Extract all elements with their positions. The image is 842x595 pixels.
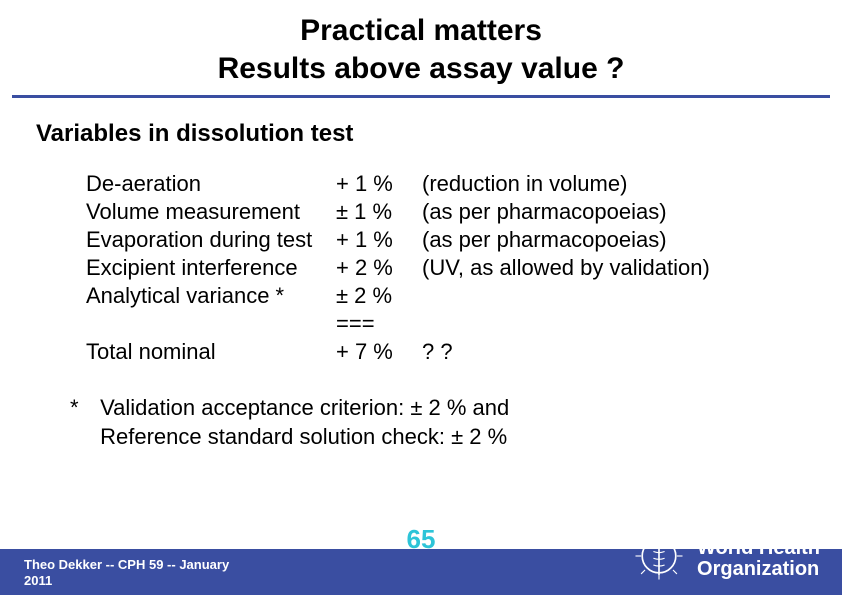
cell-note: ? ?	[422, 338, 782, 366]
title-line-2: Results above assay value ?	[0, 50, 842, 88]
title-underline	[12, 95, 830, 98]
cell-value: ===	[336, 310, 422, 338]
cell-variable: Total nominal	[86, 338, 336, 366]
cell-value: + 1 %	[336, 170, 422, 198]
variables-table: De-aeration + 1 % (reduction in volume) …	[86, 170, 842, 366]
table-row: Analytical variance * ± 2 %	[86, 282, 782, 310]
who-logo: World Health Organization	[631, 528, 820, 589]
title-block: Practical matters Results above assay va…	[0, 0, 842, 98]
cell-value: + 1 %	[336, 226, 422, 254]
footer-credit-line-1: Theo Dekker -- CPH 59 -- January	[24, 557, 229, 572]
cell-variable: De-aeration	[86, 170, 336, 198]
table-row: Volume measurement ± 1 % (as per pharmac…	[86, 198, 782, 226]
cell-variable: Analytical variance *	[86, 282, 336, 310]
subheading: Variables in dissolution test	[36, 120, 842, 148]
footnote: * Validation acceptance criterion: ± 2 %…	[70, 394, 842, 451]
cell-note: (reduction in volume)	[422, 170, 782, 198]
footnote-line-2: Reference standard solution check: ± 2 %	[100, 424, 507, 449]
cell-variable: Excipient interference	[86, 254, 336, 282]
who-text: World Health Organization	[697, 538, 820, 580]
who-text-line-1: World Health	[697, 538, 820, 559]
footer-credit-line-2: 2011	[24, 573, 52, 588]
cell-variable: Volume measurement	[86, 198, 336, 226]
cell-note: (as per pharmacopoeias)	[422, 226, 782, 254]
footnote-line-1: Validation acceptance criterion: ± 2 % a…	[100, 395, 509, 420]
cell-note	[422, 282, 782, 310]
who-text-line-2: Organization	[697, 559, 820, 580]
cell-variable: Evaporation during test	[86, 226, 336, 254]
footer-credit: Theo Dekker -- CPH 59 -- January 2011	[24, 557, 229, 590]
cell-value: ± 1 %	[336, 198, 422, 226]
cell-value: + 7 %	[336, 338, 422, 366]
table-row: Excipient interference + 2 % (UV, as all…	[86, 254, 782, 282]
slide: Practical matters Results above assay va…	[0, 0, 842, 595]
table-row: Evaporation during test + 1 % (as per ph…	[86, 226, 782, 254]
table-row: Total nominal + 7 % ? ?	[86, 338, 782, 366]
cell-note: (UV, as allowed by validation)	[422, 254, 782, 282]
footer: 65 Theo Dekker -- CPH 59 -- January 2011	[0, 521, 842, 595]
footnote-body: Validation acceptance criterion: ± 2 % a…	[100, 394, 660, 451]
who-emblem-icon	[631, 528, 687, 589]
cell-note	[422, 310, 782, 338]
cell-variable	[86, 310, 336, 338]
table-row: ===	[86, 310, 782, 338]
table-row: De-aeration + 1 % (reduction in volume)	[86, 170, 782, 198]
cell-note: (as per pharmacopoeias)	[422, 198, 782, 226]
cell-value: ± 2 %	[336, 282, 422, 310]
cell-value: + 2 %	[336, 254, 422, 282]
title-line-1: Practical matters	[0, 12, 842, 50]
footnote-marker: *	[70, 394, 94, 423]
